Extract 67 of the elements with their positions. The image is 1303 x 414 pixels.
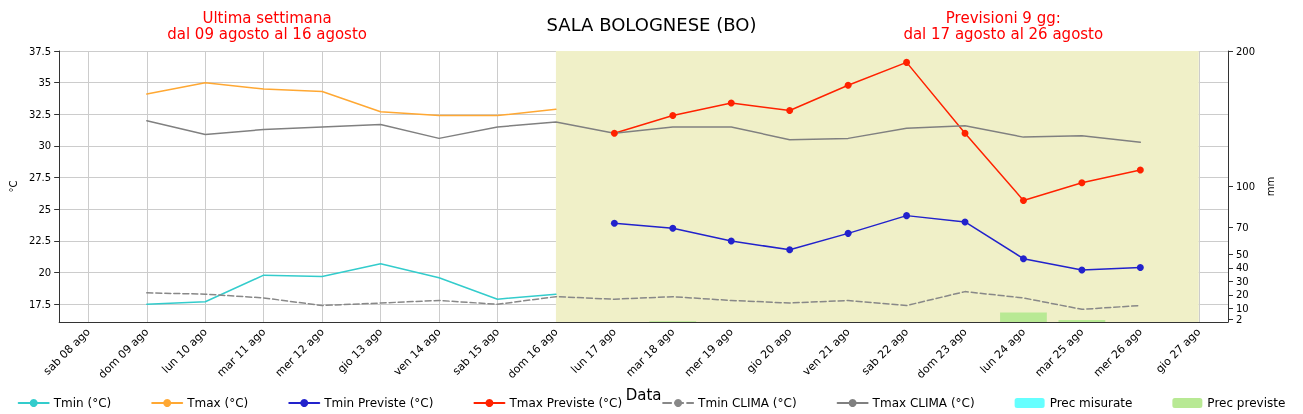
y-axis-title: °C bbox=[7, 180, 19, 193]
y2-tick-label: 2 bbox=[1236, 313, 1243, 325]
x-tick-label: lun 17 ago bbox=[568, 325, 620, 376]
legend-label: Prec previste bbox=[1207, 396, 1286, 410]
x-tick-label: gio 27 ago bbox=[1153, 325, 1204, 376]
point bbox=[669, 224, 677, 232]
point bbox=[844, 81, 852, 89]
legend-label: Tmin Previste (°C) bbox=[323, 396, 434, 410]
y2-tick-label: 70 bbox=[1236, 221, 1249, 233]
y-tick-label: 20 bbox=[38, 267, 52, 279]
y-tick-label: 32.5 bbox=[28, 108, 52, 120]
legend-label: Tmax (°C) bbox=[186, 396, 249, 410]
text: Previsioni 9 gg: dal 17 agosto al 26 agosto bbox=[903, 9, 1104, 43]
x-tick-label: gio 13 ago bbox=[334, 325, 386, 376]
point bbox=[903, 58, 911, 66]
legend-label: Tmax CLIMA (°C) bbox=[871, 396, 975, 410]
text: Ultima settimana dal 09 agosto al 16 agosto bbox=[167, 9, 368, 43]
y2-tick-label: 10 bbox=[1236, 302, 1249, 314]
y2-axis-title: mm bbox=[1265, 176, 1277, 197]
x-tick-label: sab 15 ago bbox=[449, 325, 503, 378]
point bbox=[786, 107, 794, 115]
line-series bbox=[146, 81, 557, 117]
bar bbox=[1000, 312, 1047, 322]
legend-label: Tmin CLIMA (°C) bbox=[697, 396, 797, 410]
point bbox=[844, 229, 852, 237]
point bbox=[610, 129, 618, 137]
y2-tick-label: 40 bbox=[1236, 262, 1249, 274]
point bbox=[727, 237, 735, 245]
point bbox=[1019, 196, 1027, 204]
point bbox=[1078, 179, 1086, 187]
point bbox=[1078, 266, 1086, 274]
line-series bbox=[146, 263, 557, 306]
y-tick-label: 25 bbox=[38, 203, 52, 215]
y-tick-label: 35 bbox=[38, 77, 52, 89]
point bbox=[903, 212, 911, 220]
point bbox=[786, 246, 794, 254]
legend-label: Tmax Previste (°C) bbox=[508, 396, 623, 410]
y-tick-label: 22.5 bbox=[28, 235, 52, 247]
bar bbox=[1058, 319, 1106, 322]
legend-label: Tmin (°C) bbox=[52, 396, 112, 410]
y2-tick-label: 100 bbox=[1236, 181, 1256, 192]
x-tick-label: gio 20 ago bbox=[743, 325, 795, 376]
x-axis-title: Data bbox=[625, 385, 662, 404]
x-tick-label: lun 10 ago bbox=[159, 325, 211, 376]
point bbox=[610, 219, 618, 227]
legend-label: Prec misurate bbox=[1049, 396, 1133, 410]
point bbox=[1136, 264, 1144, 272]
chart-title: SALA BOLOGNESE (BO) bbox=[546, 13, 757, 35]
y-tick-label: 30 bbox=[38, 140, 52, 152]
point bbox=[1136, 166, 1144, 174]
x-tick-label: ven 21 ago bbox=[799, 325, 853, 379]
y-tick-label: 17.5 bbox=[28, 298, 52, 310]
x-tick-label: sab 22 ago bbox=[858, 325, 912, 378]
line-series bbox=[146, 119, 1142, 143]
x-tick-label: sab 08 ago bbox=[40, 325, 94, 378]
y-tick-label: 37.5 bbox=[28, 45, 52, 57]
point bbox=[727, 99, 735, 107]
point bbox=[669, 112, 677, 120]
y2-tick-label: 200 bbox=[1236, 45, 1256, 57]
y2-tick-label: 50 bbox=[1236, 248, 1249, 260]
x-tick-label: lun 24 ago bbox=[977, 325, 1029, 376]
point bbox=[961, 129, 969, 137]
y2-tick-label: 30 bbox=[1236, 275, 1249, 287]
point bbox=[1019, 255, 1027, 263]
x-tick-label: ven 14 ago bbox=[390, 325, 444, 379]
y2-tick-label: 20 bbox=[1236, 289, 1249, 301]
y-tick-label: 27.5 bbox=[28, 172, 52, 184]
